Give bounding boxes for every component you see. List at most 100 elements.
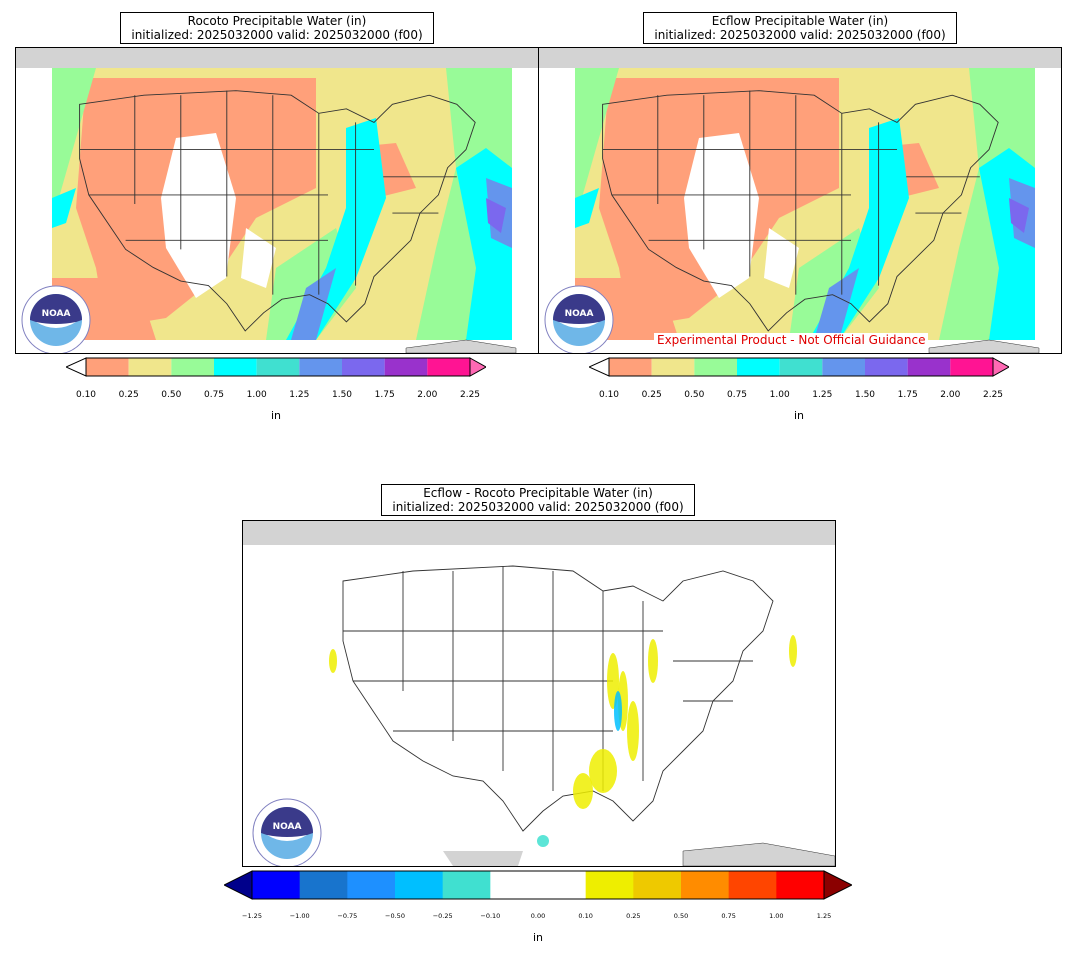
colorbar-tick-label: 0.25 [626,912,641,920]
ecflow-colorbar-canvas [587,357,1011,377]
rocoto-title-line1: Rocoto Precipitable Water (in) [187,14,367,28]
rocoto-colorbar [64,356,488,378]
noaa-logo: NOAA [544,285,614,353]
colorbar-under-arrow [222,870,253,900]
cuba-land [928,339,1040,353]
colorbar-swatch [585,871,634,899]
us-outline [602,90,999,332]
colorbar-tick-label: −0.50 [385,912,405,920]
ecflow-map-canvas: NOAA [539,48,1061,353]
colorbar-tick-label: 0.25 [118,390,139,400]
rocoto-map: NOAA [15,47,539,354]
diff-anomaly [614,691,622,731]
colorbar-tick-label: 2.00 [940,390,961,400]
ecflow-title-line1: Ecflow Precipitable Water (in) [711,14,889,28]
diff-anomaly [589,749,617,793]
logo-text: NOAA [565,309,594,319]
colorbar-swatch [633,871,682,899]
colorbar-tick-label: 1.00 [246,390,267,400]
colorbar-swatch [681,871,730,899]
noaa-logo: NOAA [252,798,322,866]
rocoto-colorbar-ticks: 0.10 0.25 0.50 0.75 1.00 1.25 1.50 1.75 2.00 2.25 [76,390,480,402]
colorbar-frame [251,870,825,900]
colorbar-tick-label: 2.00 [417,390,438,400]
pw-wetter-band [291,268,336,340]
pw-wet-band [575,188,599,228]
diff-colorbar-canvas [222,870,854,900]
cuba-land [405,339,517,353]
colorbar-tick-label: 1.25 [289,390,310,400]
cuba-land [682,842,835,866]
colorbar-swatch [737,358,780,376]
colorbar-tick-label: 1.75 [897,390,918,400]
colorbar-swatch [490,871,539,899]
colorbar-tick-label: −1.00 [289,912,310,920]
colorbar-tick-label: 1.50 [331,390,353,400]
colorbar-tick-label: 1.00 [769,912,784,920]
us-outline [342,565,774,832]
mexico-land [443,851,523,866]
state-borders [602,90,999,332]
ecflow-title: Ecflow Precipitable Water (in) initializ… [643,12,957,44]
state-borders [79,90,476,332]
diff-colorbar-ticks: −1.25 −1.00 −0.75 −0.50 −0.25 −0.10 0.00 0.10 0.… [242,912,831,922]
colorbar-tick-label: −0.25 [432,912,453,920]
pw-wet-band [52,188,76,228]
rocoto-map-canvas: NOAA [16,48,538,353]
diff-anomaly [648,639,658,683]
rocoto-colorbar-canvas [64,357,488,377]
diff-title: Ecflow - Rocoto Precipitable Water (in) … [381,484,695,516]
colorbar-tick-label: 0.75 [726,390,748,400]
colorbar-over-arrow [823,870,854,900]
ecflow-title-line2: initialized: 2025032000 valid: 202503200… [654,28,946,42]
state-borders [342,565,774,832]
colorbar-tick-label: 2.25 [982,390,1004,400]
colorbar-tick-label: 0.50 [684,390,705,400]
pw-wetter-band [814,268,859,340]
colorbar-under-arrow [64,357,87,377]
colorbar-tick-label: 0.75 [721,912,736,920]
colorbar-swatch [395,871,444,899]
colorbar-frame [608,357,994,377]
diff-colorbar [222,870,854,900]
colorbar-swatch [299,871,348,899]
colorbar-swatch [299,358,342,376]
colorbar-swatch [907,358,951,376]
experimental-disclaimer: Experimental Product - Not Official Guid… [654,333,929,347]
noaa-logo: NOAA [21,285,91,353]
colorbar-swatch [538,871,587,899]
colorbar-swatch [427,358,470,376]
diff-anomaly [329,649,337,673]
ecflow-colorbar-ticks: 0.10 0.25 0.50 0.75 1.00 1.25 1.50 1.75 2.00 2.25 [599,390,1003,402]
logo-text: NOAA [42,309,71,319]
colorbar-tick-label: −1.25 [242,912,262,920]
diff-colorbar-unit: in [532,931,544,944]
canada-land [243,521,835,545]
colorbar-over-arrow [992,357,1011,377]
us-outline [79,90,476,332]
pw-wettest-band [1009,198,1029,233]
map-background [243,521,835,866]
colorbar-swatch [609,358,652,376]
colorbar-tick-label: 0.00 [530,912,546,920]
diff-map: NOAA [242,520,836,867]
pw-wet-band [286,118,386,340]
colorbar-tick-label: 0.10 [75,390,97,400]
logo-text: NOAA [273,822,302,832]
colorbar-tick-label: 1.25 [812,390,833,400]
logo-sky [553,294,605,325]
colorbar-tick-label: 2.25 [459,390,481,400]
rocoto-colorbar-unit: in [270,409,282,422]
diff-map-canvas: NOAA [243,521,835,866]
logo-sky [261,807,313,838]
colorbar-tick-label: 1.00 [769,390,790,400]
diff-anomaly [627,701,639,761]
logo-gull [559,322,599,328]
pw-dry-region [161,133,236,298]
logo-sky [30,294,82,325]
colorbar-tick-label: 1.25 [816,912,832,920]
pw-dry-region [764,228,799,288]
pw-dry-region [241,228,276,288]
colorbar-swatch [776,871,825,899]
logo-gull [267,835,307,841]
